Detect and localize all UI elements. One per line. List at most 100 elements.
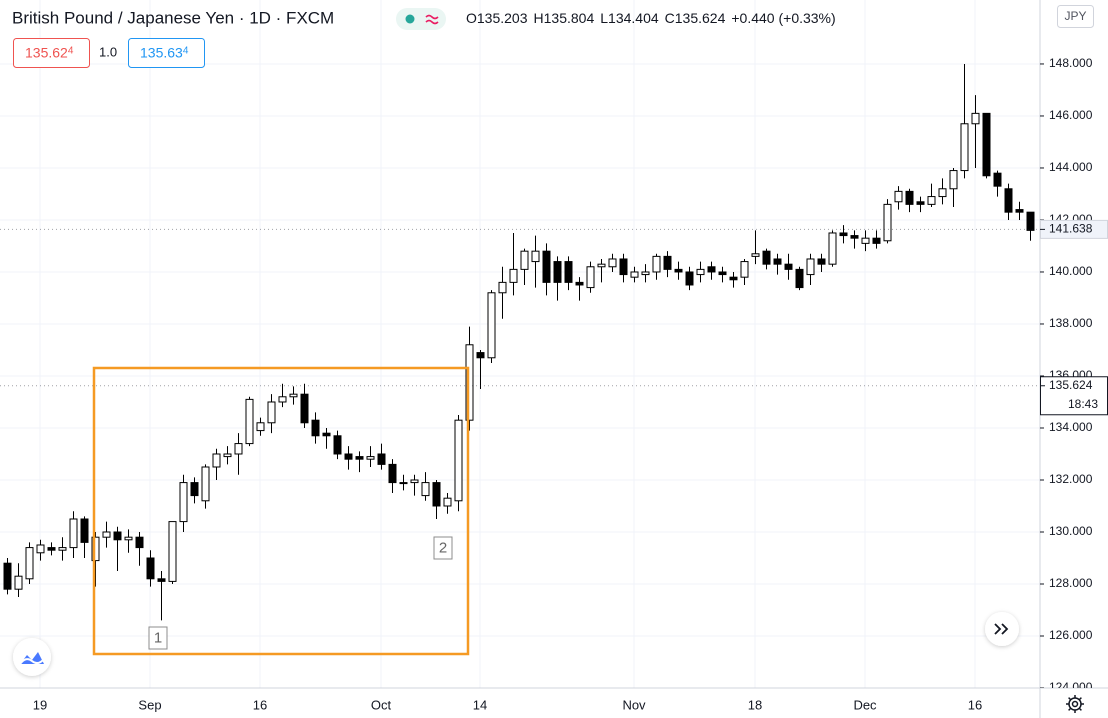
price-tag-label: 141.638 bbox=[1049, 222, 1093, 236]
candle-body bbox=[410, 479, 419, 484]
y-tick-label: 130.000 bbox=[1049, 524, 1093, 538]
price[interactable]: 135.62 bbox=[25, 44, 68, 60]
candle-body bbox=[861, 237, 870, 244]
y-tick-label: 132.000 bbox=[1049, 472, 1093, 486]
candle-body bbox=[971, 112, 980, 125]
ohlc-legend: O135.203 H135.804 L134.404 C135.624 +0.440 (… bbox=[466, 10, 836, 26]
label-box bbox=[148, 626, 168, 650]
ohlc-key: H bbox=[534, 10, 544, 26]
x-tick-label: Dec bbox=[853, 697, 877, 712]
candle-body bbox=[113, 531, 122, 541]
candle-body bbox=[300, 393, 309, 424]
pip[interactable]: 4 bbox=[68, 45, 74, 56]
candle-body bbox=[663, 255, 672, 270]
candle-body bbox=[531, 250, 540, 263]
candle-body bbox=[982, 112, 991, 177]
candle-body bbox=[773, 258, 782, 265]
drawing-label: 2 bbox=[439, 539, 447, 556]
candle-body bbox=[1026, 211, 1035, 231]
candle-body bbox=[927, 196, 936, 205]
scroll-icon bbox=[994, 623, 1009, 635]
candle-body bbox=[608, 258, 617, 268]
y-tick-label: 146.000 bbox=[1049, 108, 1093, 122]
ohlc-key: O bbox=[466, 10, 477, 26]
candle-body bbox=[146, 557, 155, 580]
ohlc-value: 135.624 bbox=[675, 10, 726, 26]
ohlc-key: L bbox=[600, 10, 608, 26]
label-box bbox=[433, 536, 453, 560]
candle-body bbox=[487, 292, 496, 359]
buy-button[interactable] bbox=[128, 38, 205, 68]
candle-body bbox=[652, 255, 661, 273]
ohlc-value: 135.203 bbox=[477, 10, 528, 26]
candle-body bbox=[1015, 209, 1024, 213]
candle-body bbox=[498, 281, 507, 294]
y-tick-label: 140.000 bbox=[1049, 264, 1093, 278]
ohlc-value: 135.804 bbox=[544, 10, 595, 26]
candle-body bbox=[685, 271, 694, 286]
candle-body bbox=[894, 190, 903, 203]
candle-body bbox=[641, 271, 650, 276]
candle-body bbox=[938, 188, 947, 198]
pip[interactable]: 4 bbox=[183, 45, 189, 56]
settings-button[interactable] bbox=[1066, 695, 1084, 713]
scroll-button[interactable] bbox=[985, 612, 1019, 646]
sell-price[interactable]: 135.624 bbox=[25, 44, 74, 60]
candle-body bbox=[25, 547, 34, 580]
x-tick-label: Oct bbox=[371, 697, 392, 712]
y-tick-label: 124.000 bbox=[1049, 680, 1093, 694]
currency[interactable]: JPY bbox=[1064, 9, 1086, 23]
candle-body bbox=[883, 203, 892, 242]
y-tick-label: 126.000 bbox=[1049, 628, 1093, 642]
candle-body bbox=[267, 401, 276, 424]
candle-body bbox=[190, 482, 199, 497]
candle-body bbox=[542, 250, 551, 283]
candle-body bbox=[718, 271, 727, 276]
logo-button[interactable] bbox=[13, 638, 51, 676]
candle-body bbox=[630, 271, 639, 278]
candle-body bbox=[784, 263, 793, 270]
y-tick-label: 148.000 bbox=[1049, 56, 1093, 70]
candle-body bbox=[1004, 188, 1013, 213]
sell-button[interactable] bbox=[13, 38, 90, 68]
candle-body bbox=[751, 253, 760, 257]
candle-body bbox=[597, 263, 606, 268]
x-tick-label: Sep bbox=[138, 697, 161, 712]
logo-icon bbox=[20, 652, 44, 664]
candle-body bbox=[355, 456, 364, 460]
candle-body bbox=[322, 432, 331, 437]
candle-body bbox=[839, 232, 848, 237]
candle-body bbox=[872, 237, 881, 244]
x-tick-label: Nov bbox=[622, 697, 646, 712]
status-pill[interactable] bbox=[396, 8, 446, 30]
candle-body bbox=[465, 344, 474, 421]
candle-body bbox=[806, 258, 815, 276]
candle-body bbox=[476, 352, 485, 359]
x-tick-label: 14 bbox=[473, 697, 487, 712]
y-tick-label: 134.000 bbox=[1049, 420, 1093, 434]
price[interactable]: 135.63 bbox=[140, 44, 183, 60]
candle-body bbox=[377, 453, 386, 465]
candle-body bbox=[993, 172, 1002, 187]
candle-body bbox=[817, 258, 826, 265]
gear-teeth bbox=[1066, 695, 1084, 713]
candle-body bbox=[553, 261, 562, 283]
currency-badge[interactable] bbox=[1057, 5, 1094, 28]
candle-body bbox=[366, 456, 375, 460]
candle-body bbox=[333, 435, 342, 455]
candle-body bbox=[399, 482, 408, 485]
candles bbox=[0, 63, 1040, 621]
y-tick-label: 128.000 bbox=[1049, 576, 1093, 590]
buy-price[interactable]: 135.634 bbox=[140, 44, 189, 60]
candle-body bbox=[80, 518, 89, 543]
chart-title: British Pound / Japanese Yen · 1D · FXCM bbox=[12, 8, 334, 27]
candle-body bbox=[91, 536, 100, 562]
candle-body bbox=[135, 536, 144, 549]
market-open-dot bbox=[405, 14, 415, 24]
candle-body bbox=[828, 232, 837, 265]
candle-body bbox=[740, 261, 749, 278]
drawn-rectangle[interactable] bbox=[92, 366, 470, 656]
candle-body bbox=[619, 258, 628, 276]
candle-body bbox=[179, 482, 188, 523]
